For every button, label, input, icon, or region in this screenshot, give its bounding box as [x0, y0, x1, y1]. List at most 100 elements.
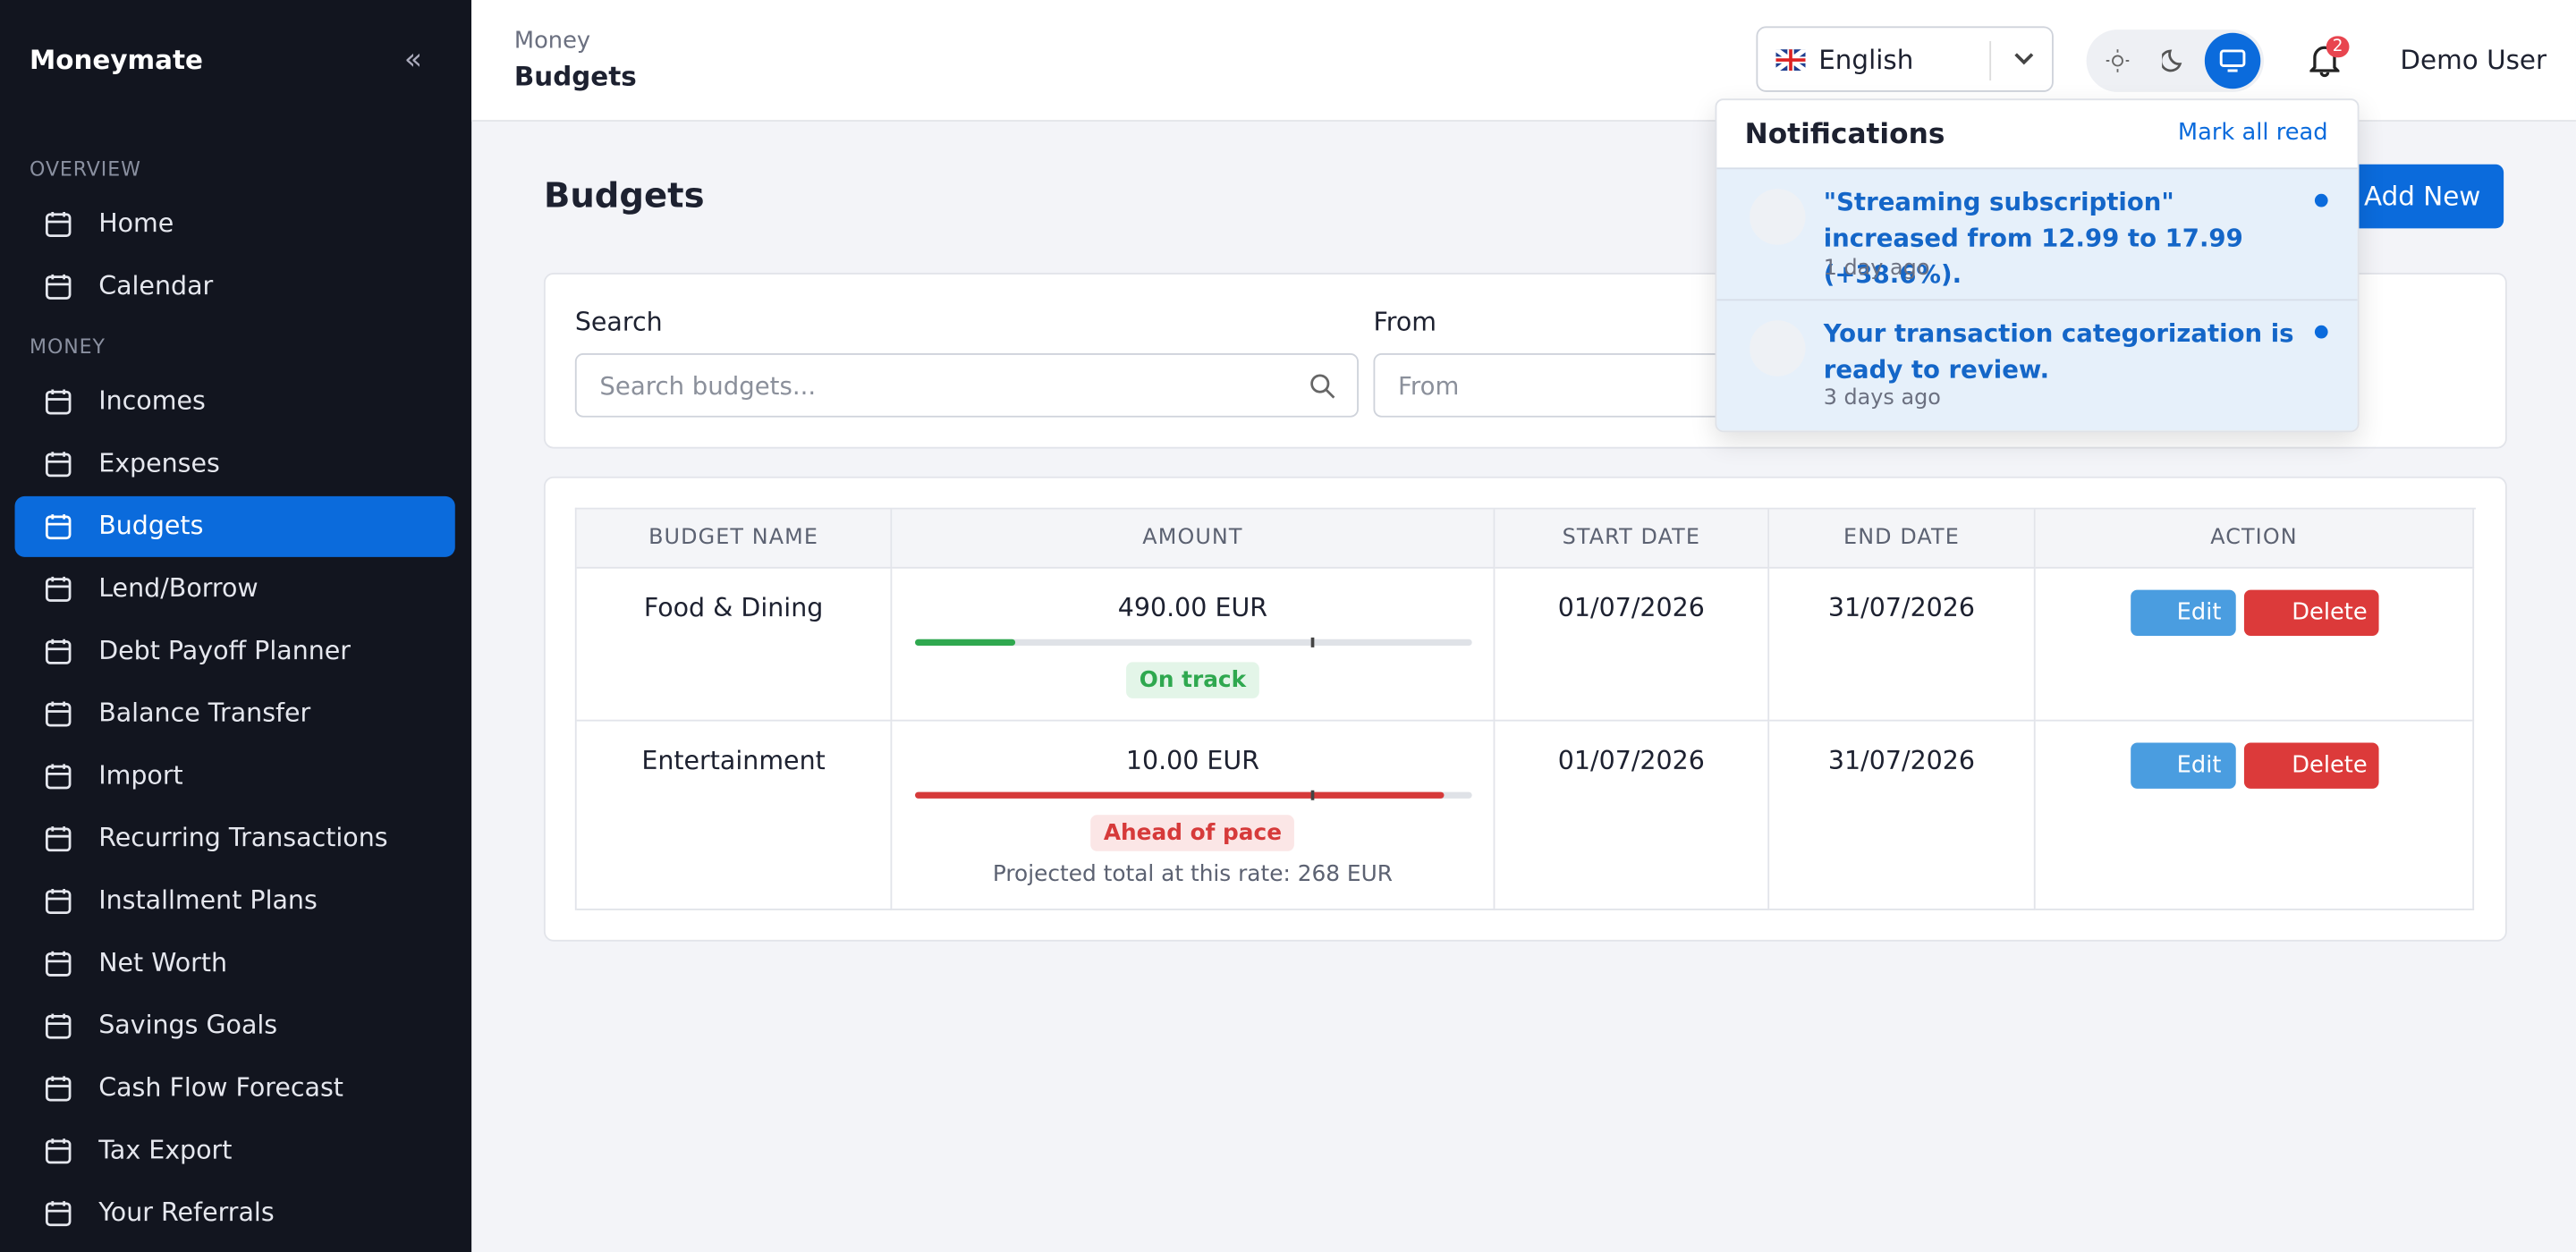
amount-cell: 10.00 EUR Ahead of pace Projected total at… [892, 721, 1496, 910]
notifications-panel: Notifications Mark all read "Streaming s… [1715, 98, 2360, 433]
nav-item[interactable]: Recurring Transactions [15, 808, 455, 869]
placeholder: Search budgets... [599, 371, 817, 402]
projection: Projected total at this rate: 268 EUR [992, 860, 1393, 888]
delete-button[interactable]: Delete [2243, 742, 2379, 789]
language-select[interactable]: English [1756, 26, 2054, 92]
nav-item[interactable]: Balance Transfer [15, 683, 455, 744]
edit-button[interactable]: Edit [2131, 742, 2236, 789]
language: English [1818, 44, 1914, 76]
theme-toggle [2086, 30, 2264, 92]
column-header: START DATE [1495, 509, 1770, 569]
notification-time: 1 day ago [1823, 256, 1930, 282]
nav-label: Incomes [98, 385, 206, 416]
nav-label: Tax Export [98, 1135, 233, 1165]
icon [45, 1013, 72, 1039]
light-mode[interactable] [2106, 49, 2130, 72]
user-menu[interactable]: Demo User [2400, 44, 2547, 76]
progress-track [915, 637, 1472, 647]
action-cell: Edit Delete [2035, 721, 2475, 910]
action-cell: Edit Delete [2035, 568, 2475, 722]
icon [45, 701, 72, 727]
nav-label: Expenses [98, 448, 220, 478]
nav-item[interactable]: Budgets [14, 495, 455, 557]
notification[interactable]: Your transaction categorization is ready… [1716, 299, 2358, 431]
end-date: 31/07/2026 [1827, 746, 1976, 776]
flag [1775, 49, 1806, 72]
mark-all-read[interactable]: Mark all read [2177, 120, 2328, 147]
icon [45, 826, 72, 852]
icon [45, 1076, 72, 1102]
icon [45, 452, 72, 478]
nav-item[interactable]: Lend/Borrow [15, 559, 455, 620]
nav-label: Recurring Transactions [98, 823, 388, 853]
pace-marker [1310, 637, 1314, 647]
breadcrumb-current: Budgets [513, 60, 637, 92]
nav-item[interactable]: Home [15, 194, 455, 255]
brand: Moneymate [30, 44, 203, 76]
nav-label: Budgets [98, 511, 204, 541]
notification-text: "Streaming subscription" increased from … [1823, 187, 2243, 290]
notifications-title: Notifications [1744, 118, 1945, 152]
column-header: ACTION [2035, 509, 2475, 569]
nav-item[interactable]: Debt Payoff Planner [15, 621, 455, 681]
dark-mode[interactable] [2162, 47, 2187, 72]
delete-button[interactable]: Delete [2243, 589, 2379, 637]
chevron [2014, 53, 2034, 65]
name-cell: Entertainment [576, 721, 893, 910]
breadcrumb-parent[interactable]: Money [513, 28, 591, 55]
nav-item[interactable]: Expenses [15, 434, 455, 495]
icon [45, 951, 72, 977]
nav-label: Cash Flow Forecast [98, 1072, 343, 1103]
nav-label: Net Worth [98, 948, 228, 978]
pace-marker [1310, 790, 1314, 800]
nav-item[interactable]: Net Worth [15, 934, 455, 994]
placeholder: From [1398, 371, 1460, 402]
notification-time: 3 days ago [1823, 385, 1941, 411]
add-button[interactable]: Add New [2333, 164, 2504, 229]
icon [45, 1201, 72, 1227]
budget-table: BUDGET NAME AMOUNT START DATE END DATE ACTIO… [574, 507, 2476, 910]
icon [45, 576, 72, 602]
nav-label: Debt Payoff Planner [98, 636, 352, 666]
nav-item[interactable]: Installment Plans [15, 871, 455, 932]
amount: 10.00 EUR [1125, 746, 1260, 776]
icon [45, 212, 72, 238]
from-input[interactable]: From [1373, 353, 1768, 418]
notification[interactable]: "Streaming subscription" increased from … [1716, 167, 2358, 300]
budget-name: Food & Dining [643, 593, 824, 623]
nav-item[interactable]: Your Referrals [15, 1183, 455, 1244]
search-input[interactable]: Search budgets... [574, 353, 1359, 418]
nav-label: Lend/Borrow [98, 573, 258, 604]
nav-label: Import [98, 760, 183, 791]
from-label: From [1373, 307, 1437, 337]
name-cell: Food & Dining [576, 568, 893, 722]
icon [45, 274, 72, 300]
column-header: END DATE [1769, 509, 2036, 569]
progress-fill [915, 639, 1016, 647]
column-header: AMOUNT [892, 509, 1496, 569]
status-badge: On track [1126, 662, 1259, 698]
collapse[interactable]: « [403, 42, 423, 78]
start-date: 01/07/2026 [1557, 746, 1705, 776]
unread-dot [2314, 193, 2328, 207]
nav-item[interactable]: Import [15, 746, 455, 807]
nav-item[interactable]: Tax Export [15, 1121, 455, 1181]
amount-cell: 490.00 EUR On track [892, 568, 1496, 722]
nav-item[interactable]: Cash Flow Forecast [15, 1058, 455, 1119]
edit-button[interactable]: Edit [2131, 589, 2236, 637]
table-card: BUDGET NAME AMOUNT START DATE END DATE ACTIO… [543, 476, 2507, 942]
nav-item[interactable]: Savings Goals [15, 995, 455, 1056]
nav-label: Home [98, 208, 174, 239]
page-title: Budgets [543, 175, 705, 216]
system-mode[interactable] [2204, 32, 2261, 89]
unread-dot [2314, 325, 2328, 339]
section-label: OVERVIEW [30, 157, 141, 182]
budget-name: Entertainment [641, 746, 826, 776]
notification-icon [1750, 320, 1806, 376]
nav-item[interactable]: Calendar [15, 257, 455, 317]
nav-item[interactable]: Incomes [15, 371, 455, 432]
nav-label: Your Referrals [98, 1197, 275, 1228]
nav-label: Installment Plans [98, 885, 318, 916]
nav-label: Calendar [98, 271, 214, 301]
